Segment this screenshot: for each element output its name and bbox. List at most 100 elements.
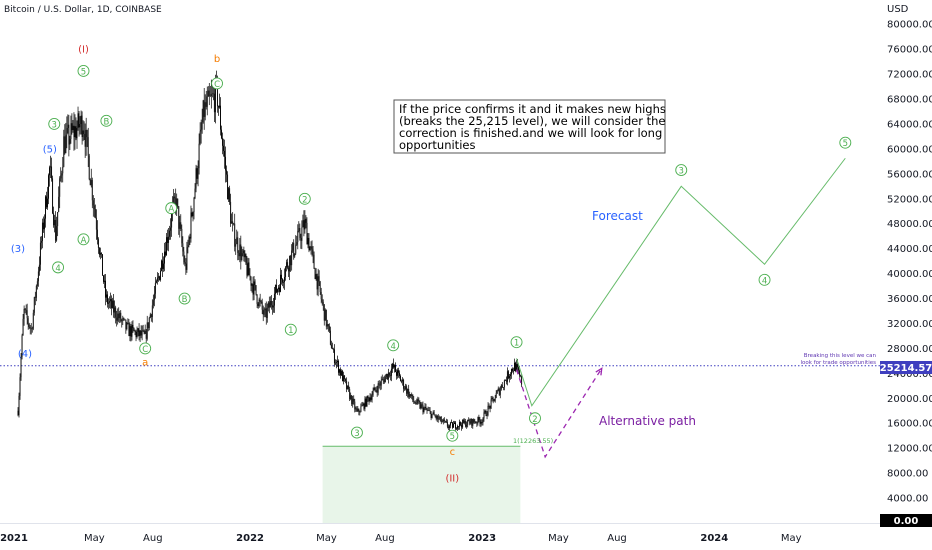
- candle-body: [406, 386, 408, 394]
- candle-body: [92, 200, 94, 206]
- candle-body: [489, 405, 491, 409]
- candle-body: [521, 375, 523, 385]
- candle-body: [368, 397, 370, 402]
- candle-body: [310, 246, 312, 248]
- candle-body: [142, 330, 144, 332]
- candle-body: [504, 380, 506, 381]
- wave-label: (4): [18, 349, 32, 360]
- candle-body: [260, 301, 262, 302]
- candle-body: [84, 134, 86, 147]
- candle-body: [389, 375, 391, 377]
- candle-body: [303, 220, 305, 230]
- wave-label: 4: [390, 342, 395, 352]
- candle-body: [265, 308, 267, 318]
- candle-body: [345, 378, 347, 382]
- candle-body: [513, 370, 514, 372]
- candle-body: [338, 360, 339, 373]
- candle-body: [333, 349, 335, 364]
- candle-body: [197, 168, 199, 179]
- candle-body: [87, 137, 89, 156]
- candle-body: [73, 125, 75, 138]
- candle-body: [495, 393, 497, 398]
- candle-body: [105, 280, 106, 298]
- candle-body: [53, 213, 55, 226]
- candle-body: [235, 244, 237, 247]
- candle-body: [383, 379, 385, 383]
- candle-body: [60, 175, 62, 179]
- candle-body: [52, 178, 54, 214]
- candle-body: [440, 416, 442, 423]
- candle-body: [396, 372, 397, 376]
- candle-body: [380, 380, 382, 386]
- candle-body: [378, 383, 380, 385]
- candle-body: [88, 155, 90, 180]
- y-tick-label: 68000.00: [887, 95, 932, 106]
- wave-label: B: [103, 117, 109, 127]
- candle-body: [71, 123, 73, 131]
- candle-body: [424, 406, 426, 408]
- candle-body: [454, 422, 455, 424]
- candle-body: [85, 129, 87, 147]
- x-axis: 2021 May Aug 2022 May Aug 2023 May Aug 2024 May: [0, 523, 932, 544]
- candle-body: [467, 419, 469, 425]
- wave-label-circle: [52, 261, 65, 274]
- candle-body: [481, 422, 483, 423]
- candle-body: [287, 262, 289, 268]
- candle-body: [346, 381, 348, 390]
- candle-body: [75, 126, 77, 139]
- wave-label: 3: [52, 120, 57, 130]
- candle-body: [500, 385, 502, 390]
- y-tick-label: 20000.00: [887, 394, 932, 405]
- candle-body: [158, 276, 160, 280]
- level-price-badge-box: [880, 361, 932, 374]
- candle-body: [37, 271, 39, 282]
- x-tick-label: 2022: [236, 533, 264, 544]
- x-tick-label: Aug: [143, 533, 163, 544]
- candle-body: [432, 412, 434, 414]
- candle-body: [27, 318, 29, 324]
- wave-label: B: [182, 295, 188, 305]
- candle-body: [26, 310, 28, 319]
- candle-body: [191, 212, 193, 217]
- candle-body: [168, 236, 170, 243]
- candle-body: [329, 330, 331, 345]
- candle-body: [228, 188, 230, 200]
- candle-body: [256, 294, 258, 304]
- candle-body: [66, 127, 68, 135]
- x-tick-label: 2023: [468, 533, 496, 544]
- candle-body: [264, 308, 266, 311]
- candle-body: [439, 416, 441, 419]
- candle-body: [356, 408, 358, 412]
- candle-body: [506, 371, 508, 382]
- candle-body: [185, 263, 187, 270]
- candle-body: [233, 223, 235, 225]
- candle-body: [261, 301, 263, 310]
- candle-body: [134, 331, 136, 332]
- candle-body: [314, 268, 316, 279]
- candle-body: [350, 395, 352, 400]
- candle-body: [253, 281, 255, 295]
- candle-body: [239, 244, 241, 257]
- candle-body: [263, 310, 265, 315]
- candle-body: [208, 90, 210, 97]
- y-tick-label: 56000.00: [887, 169, 932, 180]
- candle-body: [334, 362, 336, 364]
- candle-body: [416, 399, 418, 404]
- candle-body: [217, 106, 219, 108]
- candle-body: [412, 394, 414, 401]
- candle-body: [472, 419, 474, 426]
- forecast-label: Forecast: [592, 209, 643, 223]
- candle-body: [351, 395, 353, 405]
- candle-body: [328, 326, 330, 331]
- candle-body: [435, 416, 437, 419]
- candle-body: [184, 262, 186, 264]
- candle-body: [107, 294, 108, 304]
- candle-body: [182, 243, 184, 252]
- candle-body: [511, 368, 512, 375]
- candle-body: [332, 349, 334, 350]
- candle-body: [382, 378, 384, 380]
- candle-body: [479, 420, 481, 424]
- candle-body: [21, 335, 23, 358]
- candle-body: [417, 399, 419, 402]
- candle-body: [251, 284, 253, 286]
